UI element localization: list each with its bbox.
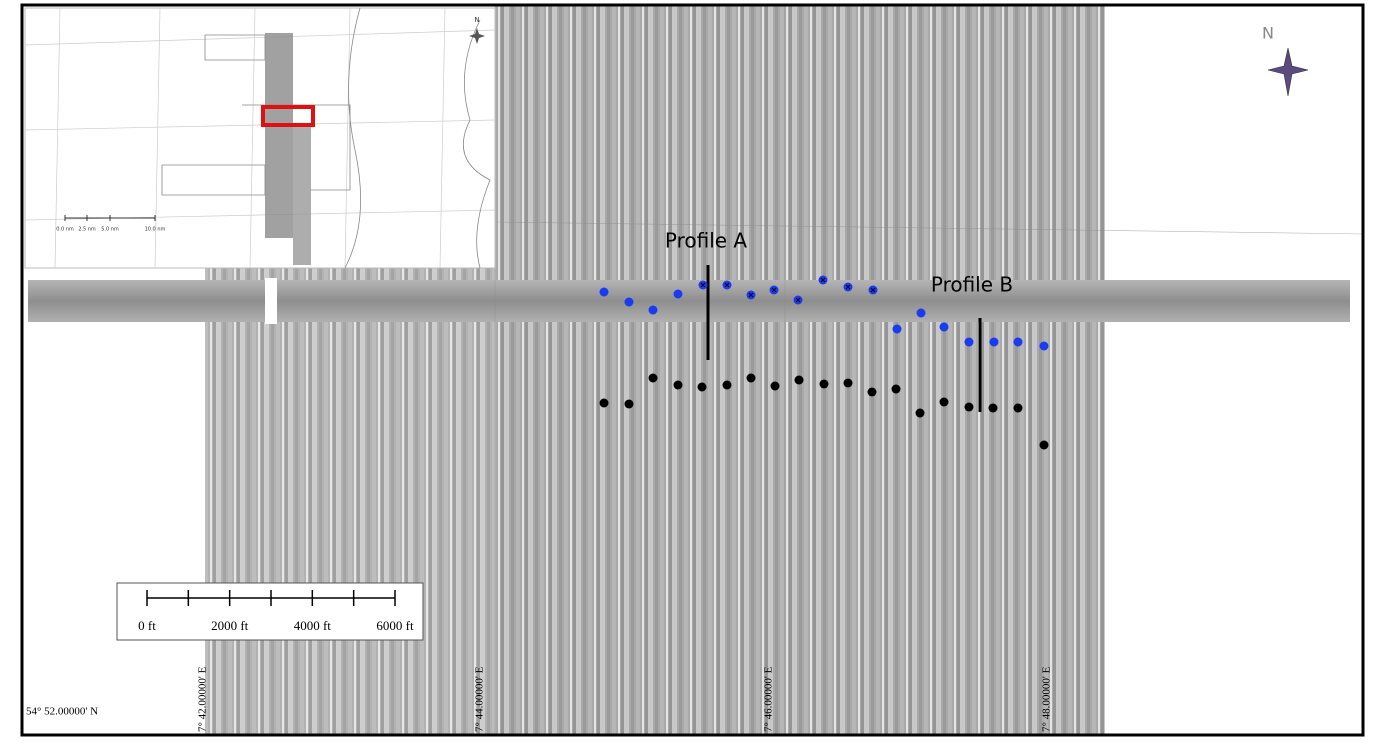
black-point <box>916 409 925 418</box>
black-point <box>1014 404 1023 413</box>
sonar-mosaic <box>495 6 1105 734</box>
profile-label: Profile B <box>931 273 1013 297</box>
gap <box>265 278 277 324</box>
black-point <box>600 399 609 408</box>
black-point <box>1040 441 1049 450</box>
black-point <box>868 388 877 397</box>
blue-point <box>625 298 634 307</box>
inset-scale-label: 10.0 nm <box>145 227 166 233</box>
page: N 0.0 nm2.5 nm5.0 nm10.0 nm N Profile A … <box>0 0 1383 742</box>
scale-bar-label: 6000 ft <box>376 618 414 633</box>
inset-map: N 0.0 nm 2.5 nm 5.0 nm 10.0 nm <box>25 8 495 268</box>
black-point <box>844 379 853 388</box>
black-point <box>649 374 658 383</box>
blue-point <box>649 306 658 315</box>
black-point <box>698 383 707 392</box>
blue-point <box>917 309 926 318</box>
blue-point <box>893 325 902 334</box>
black-point <box>723 381 732 390</box>
inset-scale-label: 0.0 nm <box>56 227 74 233</box>
black-point <box>989 404 998 413</box>
black-point <box>771 382 780 391</box>
scale-bar-label: 4000 ft <box>294 618 332 633</box>
black-point <box>940 398 949 407</box>
map: N 0.0 nm2.5 nm5.0 nm10.0 nm N Profile A … <box>0 0 1383 742</box>
black-point <box>965 403 974 412</box>
profile-label: Profile A <box>665 229 748 253</box>
inset-scale-label: 5.0 nm <box>101 227 119 233</box>
black-point <box>674 381 683 390</box>
scale-bar-label: 2000 ft <box>211 618 249 633</box>
inset-north: N <box>474 16 479 24</box>
latitude-label: 54° 52.00000' N <box>26 706 98 718</box>
blue-point <box>990 338 999 347</box>
longitude-label: 7° 44.00000' E <box>474 666 486 732</box>
blue-point <box>674 290 683 299</box>
sonar-mosaic <box>205 268 505 734</box>
longitude-label: 7° 42.00000' E <box>197 666 209 732</box>
blue-point <box>1040 342 1049 351</box>
black-point <box>892 385 901 394</box>
blue-point <box>940 323 949 332</box>
blue-point <box>965 338 974 347</box>
inset-scale-label: 2.5 nm <box>78 227 96 233</box>
black-point <box>747 374 756 383</box>
survey-line <box>28 280 1350 322</box>
longitude-label: 7° 48.00000' E <box>1041 666 1053 732</box>
black-point <box>820 380 829 389</box>
scale-bar-label: 0 ft <box>138 618 156 633</box>
black-point <box>795 376 804 385</box>
north-label: N <box>1262 24 1274 43</box>
longitude-label: 7° 46.00000' E <box>763 666 775 732</box>
blue-point <box>1014 338 1023 347</box>
blue-point <box>600 288 609 297</box>
black-point <box>625 400 634 409</box>
